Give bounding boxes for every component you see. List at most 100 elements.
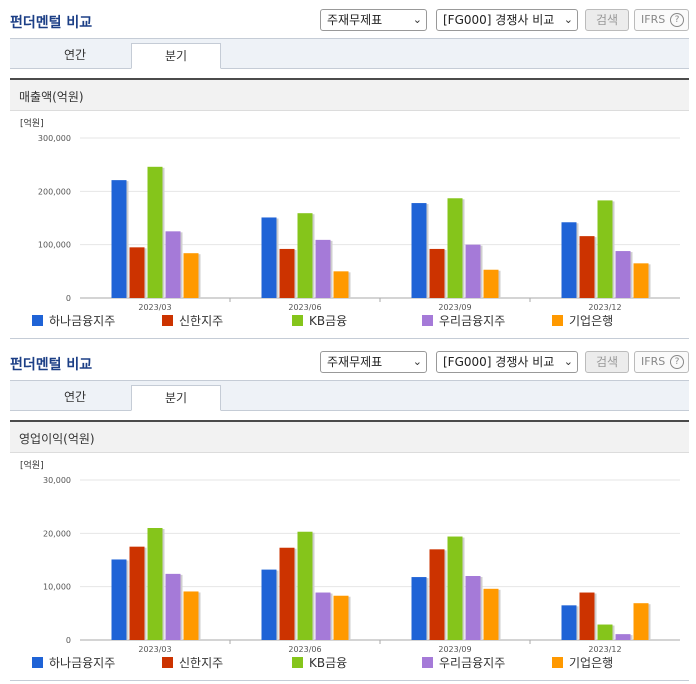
operating-profit-chart: [억원] 0 10,000 20,000 30,000 2023/03 2023/06 202…: [20, 459, 680, 653]
legend-label: KB금융: [309, 314, 348, 328]
legend-item[interactable]: KB금융: [292, 312, 347, 330]
chart-header-label: 매출액(억원): [19, 90, 84, 104]
bar: [579, 236, 595, 298]
y-tick-label: 0: [66, 294, 71, 303]
legend-item[interactable]: 기업은행: [552, 312, 613, 330]
tab-annual[interactable]: 연간: [63, 48, 87, 62]
search-button[interactable]: 검색: [585, 351, 629, 373]
legend-swatch: [32, 657, 43, 668]
bar: [261, 217, 277, 298]
legend-swatch: [162, 657, 173, 668]
bar: [561, 222, 577, 298]
bar: [447, 198, 463, 298]
legend-item[interactable]: 우리금융지주: [422, 654, 505, 672]
competitor-group-value: [FG000] 경쟁사 비교: [443, 355, 555, 369]
statement-type-value: 주재무제표: [327, 13, 383, 27]
legend-item[interactable]: 하나금융지주: [32, 654, 115, 672]
chart-header: 영업이익(억원): [10, 422, 689, 453]
chart-legend: 하나금융지주 신한지주 KB금융 우리금융지주 기업은행: [10, 654, 689, 674]
y-tick-label: 300,000: [38, 134, 71, 143]
tab-quarterly[interactable]: 분기: [131, 43, 221, 69]
bar: [483, 269, 499, 298]
legend-item[interactable]: KB금융: [292, 654, 347, 672]
bar: [279, 248, 295, 298]
x-tick-label: 2023/06: [288, 645, 321, 653]
legend-label: 신한지주: [179, 656, 224, 670]
revenue-panel: 펀더멘털 비교 주재무제표 ⌄ [FG000] 경쟁사 비교 ⌄ 검색 IFRS…: [0, 0, 696, 340]
legend-swatch: [422, 315, 433, 326]
bar: [483, 588, 499, 640]
bar: [111, 180, 127, 298]
bar: [597, 624, 613, 640]
bar: [429, 549, 445, 640]
bar: [261, 569, 277, 640]
bar: [579, 592, 595, 640]
revenue-chart: [억원] 0 100,000 200,000 300,000 2023/03 2023/06…: [20, 117, 680, 311]
legend-item[interactable]: 기업은행: [552, 654, 613, 672]
bar: [111, 559, 127, 640]
ifrs-help-button[interactable]: IFRS ?: [634, 9, 689, 31]
bar: [183, 253, 199, 298]
competitor-group-select[interactable]: [FG000] 경쟁사 비교 ⌄: [436, 9, 578, 31]
ifrs-help-button[interactable]: IFRS ?: [634, 351, 689, 373]
tab-quarterly[interactable]: 분기: [131, 385, 221, 411]
bar: [411, 577, 427, 640]
x-tick-label: 2023/09: [438, 645, 471, 653]
bar: [561, 605, 577, 640]
chevron-down-icon: ⌄: [563, 13, 573, 26]
operating-profit-panel: 펀더멘털 비교 주재무제표 ⌄ [FG000] 경쟁사 비교 ⌄ 검색 IFRS…: [0, 342, 696, 684]
bar: [147, 528, 163, 640]
bar: [333, 271, 349, 298]
x-tick-label: 2023/06: [288, 303, 321, 311]
competitor-group-value: [FG000] 경쟁사 비교: [443, 13, 555, 27]
chevron-down-icon: ⌄: [412, 355, 422, 368]
bar: [465, 244, 481, 298]
x-tick-label: 2023/12: [588, 303, 621, 311]
y-tick-label: 20,000: [43, 529, 71, 538]
legend-swatch: [422, 657, 433, 668]
legend-label: 신한지주: [179, 314, 224, 328]
y-tick-label: 10,000: [43, 583, 71, 592]
bar: [129, 546, 145, 640]
legend-label: KB금융: [309, 656, 348, 670]
ifrs-label: IFRS: [641, 355, 666, 368]
legend-item[interactable]: 하나금융지주: [32, 312, 115, 330]
legend-swatch: [292, 657, 303, 668]
question-circle-icon: ?: [670, 13, 684, 27]
panel-title: 펀더멘털 비교: [10, 15, 93, 31]
bar: [633, 603, 649, 640]
x-tick-label: 2023/03: [138, 303, 171, 311]
bar: [279, 547, 295, 640]
legend-swatch: [162, 315, 173, 326]
ifrs-label: IFRS: [641, 13, 666, 26]
legend-item[interactable]: 신한지주: [162, 312, 223, 330]
legend-label: 우리금융지주: [439, 656, 506, 670]
legend-label: 하나금융지주: [49, 314, 116, 328]
tab-annual[interactable]: 연간: [63, 390, 87, 404]
period-tabs: 연간 분기: [10, 38, 689, 69]
legend-swatch: [552, 657, 563, 668]
statement-type-select[interactable]: 주재무제표 ⌄: [320, 351, 427, 373]
statement-type-value: 주재무제표: [327, 355, 383, 369]
bar: [465, 576, 481, 640]
bar: [297, 213, 313, 298]
y-tick-label: 0: [66, 636, 71, 645]
legend-label: 기업은행: [569, 314, 614, 328]
chevron-down-icon: ⌄: [563, 355, 573, 368]
bar: [129, 247, 145, 298]
period-tabs: 연간 분기: [10, 380, 689, 411]
legend-item[interactable]: 우리금융지주: [422, 312, 505, 330]
legend-swatch: [552, 315, 563, 326]
x-tick-label: 2023/03: [138, 645, 171, 653]
bar: [333, 595, 349, 640]
legend-swatch: [292, 315, 303, 326]
legend-item[interactable]: 신한지주: [162, 654, 223, 672]
chart-header: 매출액(억원): [10, 80, 689, 111]
competitor-group-select[interactable]: [FG000] 경쟁사 비교 ⌄: [436, 351, 578, 373]
legend-label: 하나금융지주: [49, 656, 116, 670]
statement-type-select[interactable]: 주재무제표 ⌄: [320, 9, 427, 31]
y-axis-unit-label: [억원]: [20, 117, 44, 129]
search-button[interactable]: 검색: [585, 9, 629, 31]
x-tick-label: 2023/12: [588, 645, 621, 653]
bar: [165, 573, 181, 640]
